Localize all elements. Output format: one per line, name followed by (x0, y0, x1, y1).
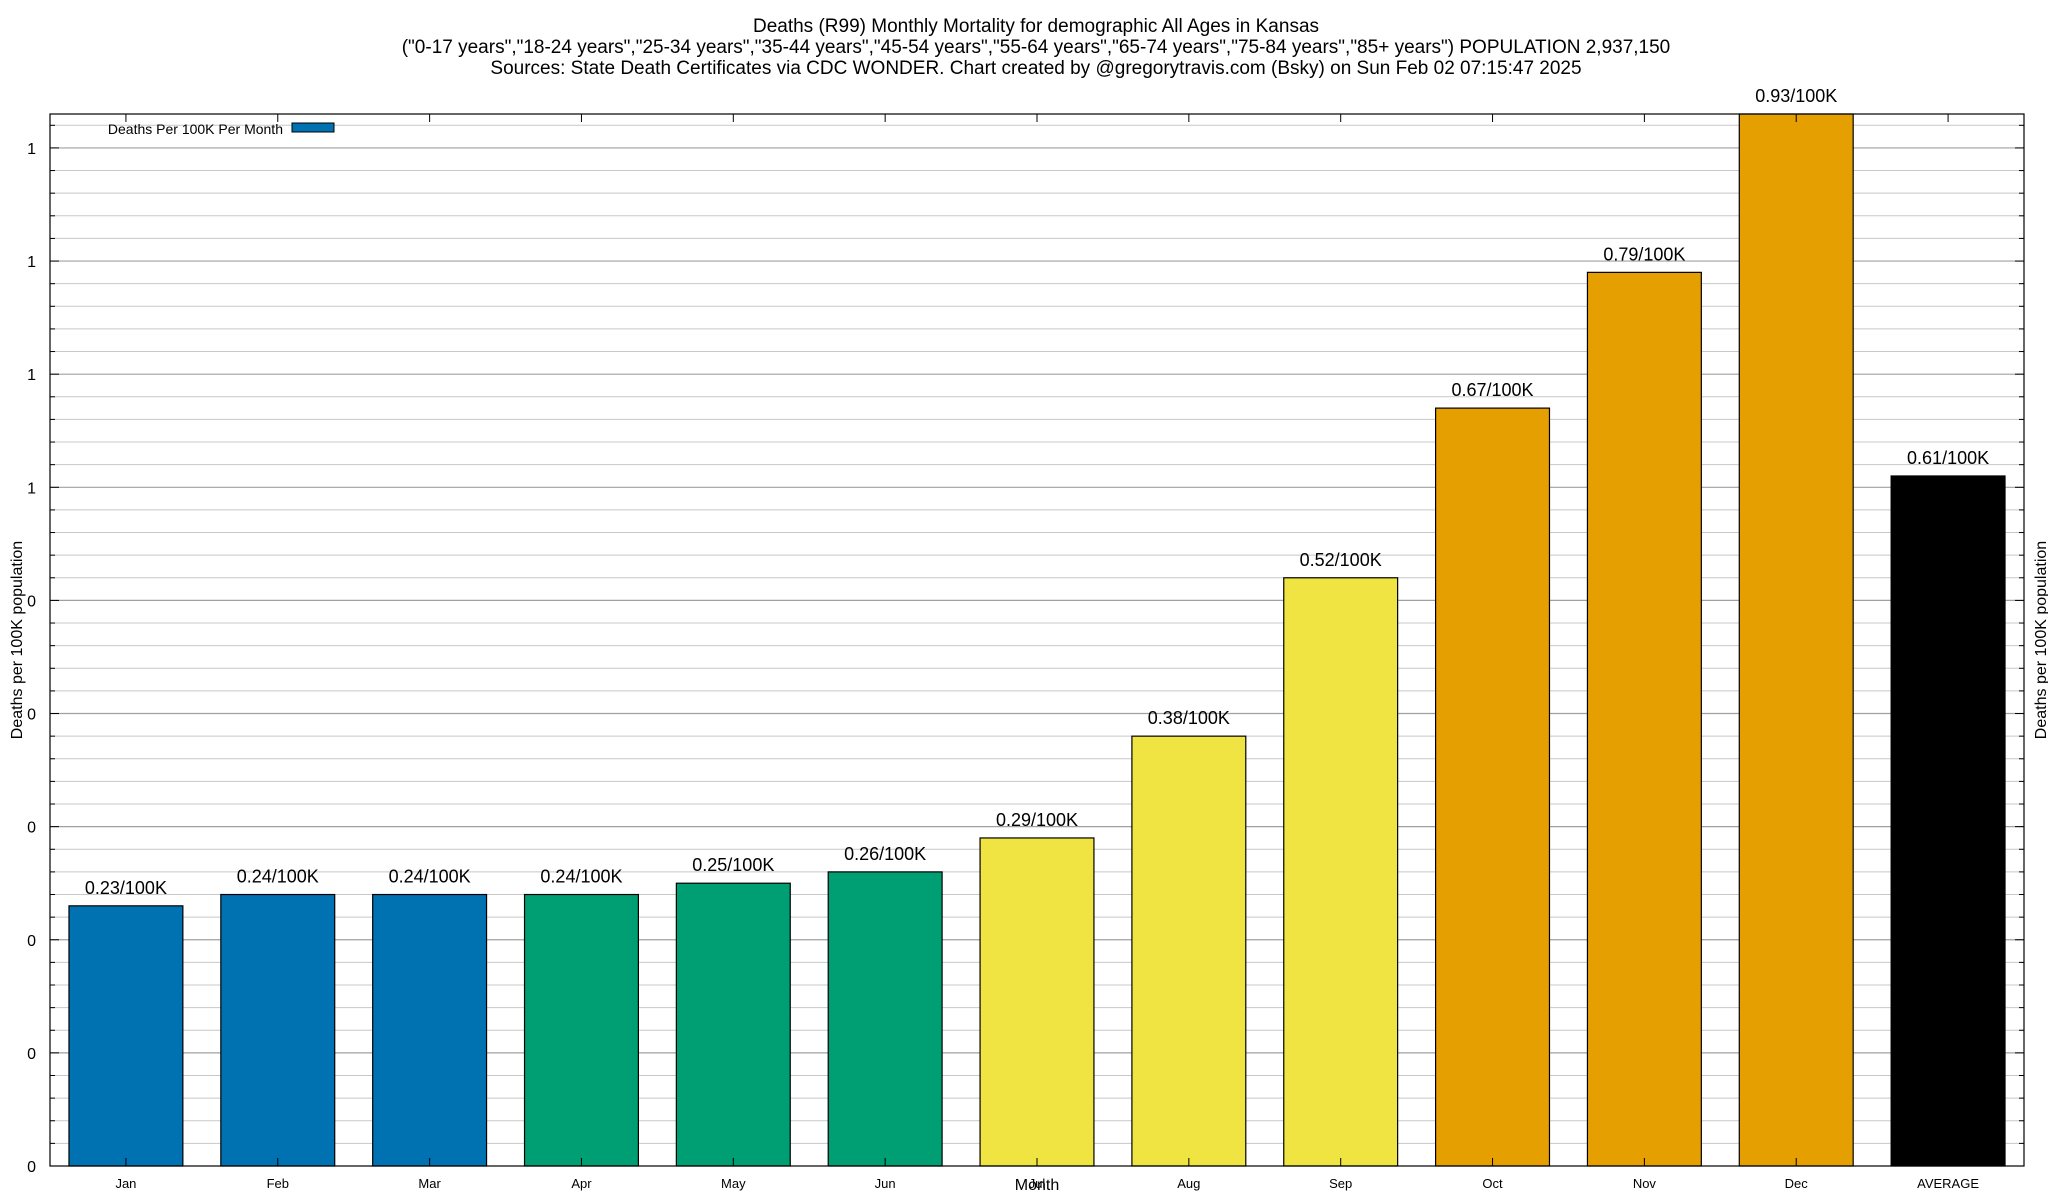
legend-swatch (291, 122, 335, 133)
x-tick-label: Jun (875, 1176, 896, 1191)
x-tick-label: Apr (571, 1176, 592, 1191)
bar-oct (1434, 407, 1551, 1167)
data-label: 0.79/100K (1603, 244, 1685, 264)
data-label: 0.26/100K (844, 844, 926, 864)
data-labels: 0.23/100K 0.24/100K 0.24/100K 0.24/100K 0.25… (85, 86, 1989, 898)
x-tick-label: Mar (418, 1176, 441, 1191)
legend: Deaths Per 100K Per Month (108, 121, 335, 137)
y-tick-label: 0 (27, 933, 36, 950)
y2-axis-title: Deaths per 100K population (2033, 541, 2048, 739)
data-label: 0.24/100K (237, 867, 319, 887)
x-tick-label: Sep (1329, 1176, 1352, 1191)
y-tick-label: 0 (27, 593, 36, 610)
data-label: 0.29/100K (996, 810, 1078, 830)
y-tick-label: 0 (27, 1159, 36, 1176)
bar-sep (1283, 577, 1399, 1167)
bar-feb (220, 893, 336, 1167)
x-tick-label: Feb (267, 1176, 289, 1191)
x-tick-label: Oct (1482, 1176, 1503, 1191)
y-tick-label: 1 (27, 141, 36, 158)
y-tick-label: 1 (27, 367, 36, 384)
bars (68, 113, 2006, 1167)
data-label: 0.52/100K (1300, 550, 1382, 570)
x-tick-label: Jan (115, 1176, 136, 1191)
y-tick-label: 1 (27, 254, 36, 271)
data-label: 0.67/100K (1451, 380, 1533, 400)
y-tick-label: 0 (27, 820, 36, 837)
bar-aug (1131, 735, 1247, 1167)
bar-apr (523, 893, 640, 1167)
bar-may (675, 882, 791, 1167)
x-tick-label: Nov (1633, 1176, 1657, 1191)
data-label: 0.25/100K (692, 855, 774, 875)
bar-jan (68, 905, 184, 1167)
x-tick-label: Jul (1029, 1176, 1046, 1191)
bar-average (1890, 475, 2006, 1167)
x-tick-label: AVERAGE (1917, 1176, 1979, 1191)
x-axis-title: Month (1015, 1177, 1059, 1194)
title-line-1: Deaths (R99) Monthly Mortality for demog… (753, 16, 1319, 37)
title-line-3: Sources: State Death Certificates via CD… (490, 58, 1581, 79)
data-label: 0.24/100K (540, 867, 622, 887)
data-label: 0.23/100K (85, 878, 167, 898)
bar-jun (827, 871, 943, 1167)
bar-dec (1738, 113, 1854, 1167)
x-tick-label: May (721, 1176, 746, 1191)
x-tick-label: Aug (1177, 1176, 1200, 1191)
y-tick-label: 0 (27, 707, 36, 724)
y-tick-label: 1 (27, 480, 36, 497)
x-tick-label: Dec (1785, 1176, 1809, 1191)
data-label: 0.24/100K (389, 867, 471, 887)
data-label: 0.61/100K (1907, 448, 1989, 468)
y-axis-title: Deaths per 100K population (9, 541, 26, 739)
data-label: 0.93/100K (1755, 86, 1837, 106)
data-label: 0.38/100K (1148, 708, 1230, 728)
bar-nov (1586, 271, 1702, 1167)
legend-label: Deaths Per 100K Per Month (108, 121, 283, 137)
title-line-2: ("0-17 years","18-24 years","25-34 years… (402, 37, 1671, 58)
bar-jul (979, 837, 1095, 1167)
chart-title: Deaths (R99) Monthly Mortality for demog… (402, 16, 1671, 79)
axis-ticks: 0 0 0 0 0 0 1 1 1 1 Jan Feb Mar Apr May Jun Jul Aug Sep Oct… (27, 114, 2024, 1191)
y-tick-label: 0 (27, 1046, 36, 1063)
bar-mar (372, 893, 488, 1167)
